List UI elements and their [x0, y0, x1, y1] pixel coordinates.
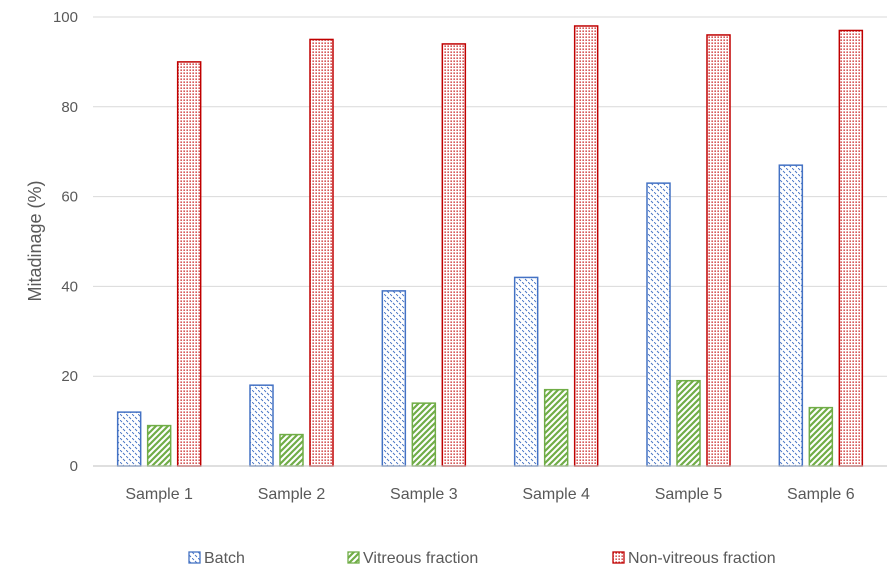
x-category-label: Sample 1: [125, 486, 193, 503]
legend-label: Vitreous fraction: [363, 550, 478, 567]
bar-batch-2: [249, 384, 274, 467]
bar-batch-5: [646, 182, 671, 467]
bar-batch-4: [513, 276, 539, 467]
y-tick-label: 100: [53, 9, 78, 26]
bar-vitreous-fraction-4: [543, 388, 569, 467]
bar-batch-1: [116, 411, 142, 467]
y-tick-labels: 0 20 40 60 80 100: [53, 9, 78, 475]
legend-swatch: [612, 551, 625, 564]
bar-vitreous-fraction-2: [279, 433, 304, 467]
legend: Batch Vitreous fraction Non-vitreous fract…: [188, 550, 776, 567]
bar-non-vitreous-fraction-2: [309, 38, 334, 467]
legend-swatch: [347, 551, 360, 564]
x-category-label: Sample 3: [390, 486, 458, 503]
gridlines: [93, 16, 887, 377]
bar-non-vitreous-fraction-4: [573, 25, 599, 467]
bars: [116, 25, 864, 467]
bar-batch-6: [778, 164, 804, 467]
bar-non-vitreous-fraction-3: [441, 43, 467, 467]
y-tick-label: 0: [70, 458, 78, 475]
y-tick-label: 60: [61, 189, 78, 206]
bar-vitreous-fraction-6: [808, 406, 834, 467]
x-category-labels: Sample 1 Sample 2 Sample 3 Sample 4 Sample 5…: [125, 486, 854, 503]
legend-label: Non-vitreous fraction: [628, 550, 776, 567]
bar-vitreous-fraction-1: [146, 424, 172, 467]
bar-non-vitreous-fraction-1: [176, 61, 202, 467]
x-category-label: Sample 6: [787, 486, 855, 503]
y-axis-title: Mitadinage (%): [25, 180, 45, 301]
legend-swatch: [188, 551, 201, 564]
legend-label: Batch: [204, 550, 245, 567]
bar-non-vitreous-fraction-5: [706, 34, 731, 467]
y-tick-label: 40: [61, 278, 78, 295]
bar-vitreous-fraction-3: [411, 402, 437, 467]
y-tick-label: 80: [61, 99, 78, 116]
x-category-label: Sample 4: [522, 486, 590, 503]
bar-vitreous-fraction-5: [676, 379, 701, 467]
bar-batch-3: [381, 290, 407, 467]
x-category-label: Sample 2: [258, 486, 326, 503]
x-category-label: Sample 5: [655, 486, 723, 503]
bar-non-vitreous-fraction-6: [838, 29, 864, 467]
y-tick-label: 20: [61, 368, 78, 385]
